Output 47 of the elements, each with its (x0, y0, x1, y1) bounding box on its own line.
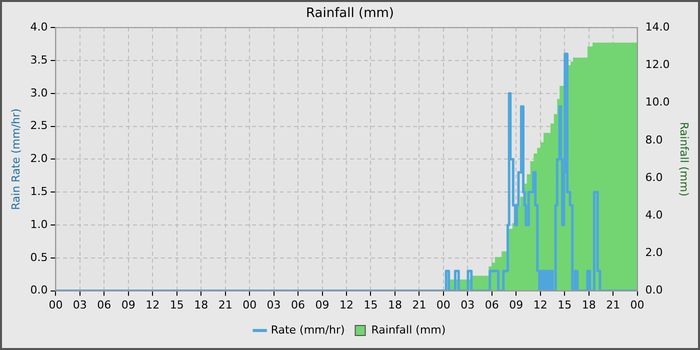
x-tick-label: 18 (388, 298, 402, 312)
x-tick-label: 09 (509, 298, 524, 312)
legend-label: Rainfall (mm) (371, 323, 446, 336)
x-tick-label: 06 (291, 298, 306, 312)
y-tick-label: 1.0 (30, 218, 48, 231)
x-tick-label: 06 (97, 298, 112, 312)
x-tick-label: 03 (266, 298, 281, 312)
y-axis-title: Rain Rate (mm/hr) (9, 108, 22, 210)
x-tick-label: 00 (242, 298, 257, 312)
y2-tick-label: 6.0 (645, 170, 663, 184)
y2-tick-label: 0.0 (645, 284, 663, 297)
x-tick-label: 18 (194, 298, 208, 312)
y2-tick-label: 10.0 (645, 96, 670, 109)
y-tick-label: 0.0 (30, 284, 48, 297)
x-tick-label: 00 (48, 298, 63, 312)
x-tick-label: 21 (606, 298, 620, 312)
x-tick-label: 21 (218, 298, 232, 312)
y-tick-label: 2.0 (30, 152, 48, 166)
y-tick-label: 4.0 (30, 20, 48, 34)
y-tick-label: 3.5 (30, 53, 48, 66)
x-tick-label: 12 (146, 298, 160, 312)
y2-tick-label: 4.0 (645, 208, 663, 222)
x-tick-label: 00 (436, 298, 450, 312)
x-tick-label: 03 (72, 298, 87, 312)
legend-label: Rate (mm/hr) (270, 323, 345, 336)
y-tick-label: 1.5 (30, 184, 48, 198)
x-tick-label: 18 (582, 298, 596, 312)
x-tick-label: 15 (170, 298, 184, 312)
y2-tick-label: 14.0 (645, 20, 670, 34)
x-tick-label: 21 (412, 298, 426, 312)
y2-tick-label: 2.0 (645, 246, 663, 260)
chart-title: Rainfall (mm) (306, 6, 394, 22)
x-tick-label: 09 (121, 298, 136, 312)
x-tick-label: 03 (460, 298, 475, 312)
y-tick-label: 2.5 (30, 119, 48, 132)
y2-tick-label: 12.0 (645, 58, 670, 72)
x-tick-label: 15 (364, 298, 378, 312)
x-tick-label: 09 (315, 298, 330, 312)
x-tick-label: 12 (533, 298, 548, 312)
y-tick-label: 3.0 (30, 86, 48, 100)
x-tick-label: 12 (340, 298, 354, 312)
y-tick-label: 0.5 (30, 250, 48, 264)
y2-tick-label: 8.0 (645, 133, 663, 146)
y2-axis-title: Rainfall (mm) (678, 122, 691, 196)
x-tick-label: 06 (484, 298, 499, 312)
x-tick-label: 00 (630, 298, 644, 312)
x-tick-label: 15 (558, 298, 572, 312)
